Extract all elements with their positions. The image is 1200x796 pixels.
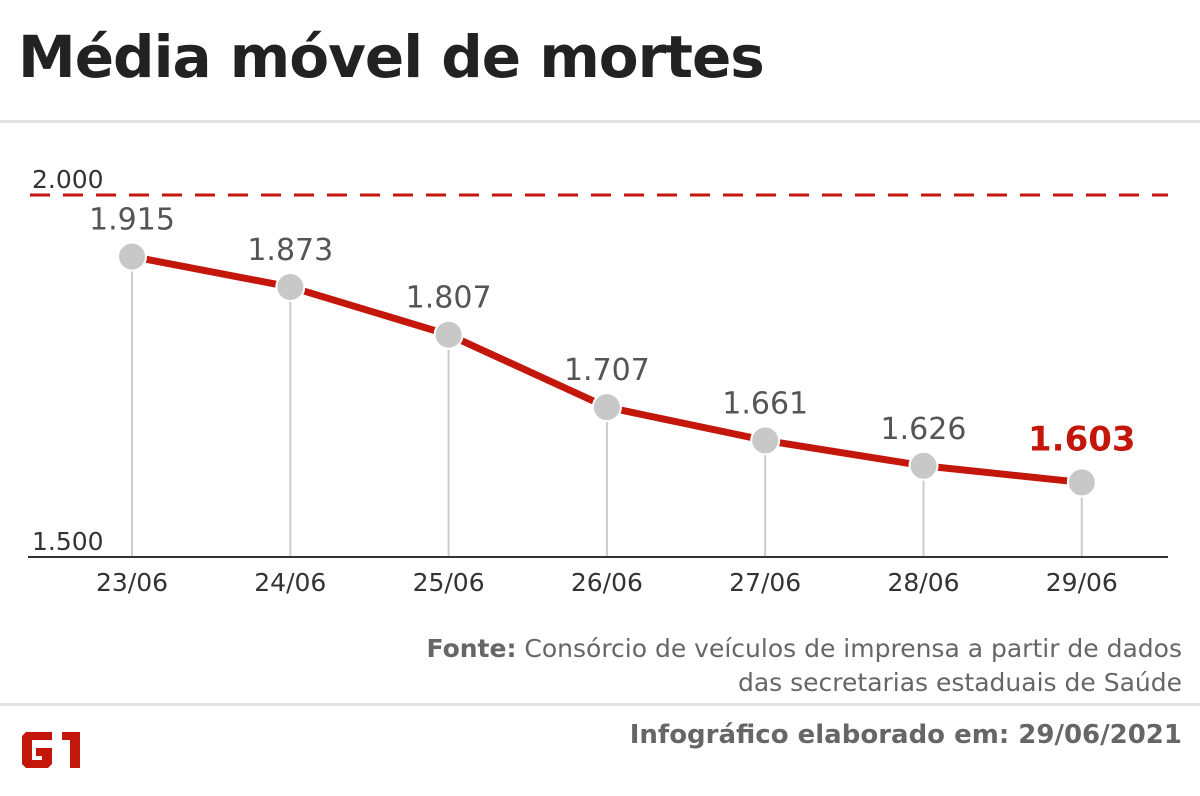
footer-divider xyxy=(0,703,1200,706)
data-label: 1.807 xyxy=(406,281,492,316)
x-tick-label: 26/06 xyxy=(571,568,643,597)
data-label: 1.915 xyxy=(89,203,175,238)
series-group: 1.915 1.873 1.807 1.707 1.661 1.626 1.603 xyxy=(89,203,1136,498)
x-tick-label: 23/06 xyxy=(96,568,168,597)
source-note: Fonte: Consórcio de veículos de imprensa… xyxy=(422,632,1183,700)
data-point xyxy=(275,271,306,302)
data-label: 1.707 xyxy=(564,353,650,388)
line-chart: 1.500 2.000 23/06 24/06 25/06 26/06 27/06 28/06… xyxy=(28,165,1168,597)
stem-lines xyxy=(131,256,1083,557)
data-point xyxy=(1066,467,1097,498)
data-label-highlight: 1.603 xyxy=(1028,419,1136,459)
axis-group: 1.500 2.000 23/06 24/06 25/06 26/06 27/06 28/06… xyxy=(28,165,1168,597)
data-point xyxy=(433,319,464,350)
x-tick-label: 28/06 xyxy=(887,568,959,597)
data-label: 1.873 xyxy=(247,233,333,268)
data-label: 1.626 xyxy=(881,412,967,447)
data-point xyxy=(750,425,781,456)
data-point xyxy=(908,450,939,481)
data-point xyxy=(591,392,622,423)
header-divider xyxy=(0,120,1200,123)
credit-date: Infográfico elaborado em: 29/06/2021 xyxy=(629,720,1182,750)
source-label: Fonte: xyxy=(426,634,517,663)
x-tick-label: 24/06 xyxy=(254,568,326,597)
data-point xyxy=(117,241,147,272)
x-tick-label: 25/06 xyxy=(413,568,485,597)
x-tick-label: 27/06 xyxy=(729,568,801,597)
data-label: 1.661 xyxy=(722,386,808,421)
chart-title: Média móvel de mortes xyxy=(18,23,765,91)
source-text: Consórcio de veículos de imprensa a part… xyxy=(524,634,1182,697)
x-tick-label: 29/06 xyxy=(1046,568,1118,597)
y-tick-label: 2.000 xyxy=(32,165,104,194)
y-tick-label: 1.500 xyxy=(32,527,104,556)
g1-logo xyxy=(22,732,80,768)
